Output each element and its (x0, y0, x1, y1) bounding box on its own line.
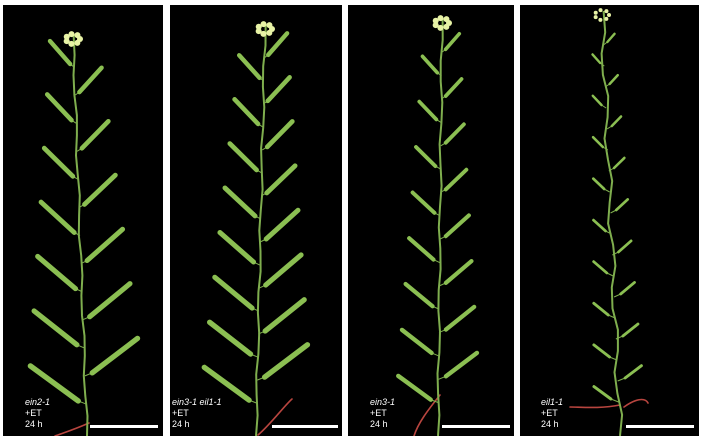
panel-a-label: ein2-1 +ET 24 h (25, 397, 50, 430)
plant-image-c (396, 15, 480, 436)
plant-image-d (569, 8, 649, 436)
panel-d: eil1-1 +ET 24 h (520, 5, 699, 436)
scale-bar-c (442, 425, 510, 428)
panel-b-label: ein3-1 eil1-1 +ET 24 h (172, 397, 222, 430)
genotype-label-b: ein3-1 eil1-1 (172, 397, 222, 407)
treatment-label-a: +ET (25, 408, 42, 418)
scale-bar-b (272, 425, 338, 428)
treatment-label-d: +ET (541, 408, 558, 418)
panel-d-label: eil1-1 +ET 24 h (541, 397, 563, 430)
panel-c-label: ein3-1 +ET 24 h (370, 397, 395, 430)
treatment-label-c: +ET (370, 408, 387, 418)
scale-bar-d (626, 425, 694, 428)
time-label-d: 24 h (541, 419, 559, 429)
treatment-label-b: +ET (172, 408, 189, 418)
plant-image-b (201, 21, 311, 436)
time-label-a: 24 h (25, 419, 43, 429)
panel-b: ein3-1 eil1-1 +ET 24 h (170, 5, 342, 436)
plant-image-a (27, 31, 141, 436)
panel-a: ein2-1 +ET 24 h (3, 5, 163, 436)
time-label-c: 24 h (370, 419, 388, 429)
genotype-label-c: ein3-1 (370, 397, 396, 407)
panel-c: ein3-1 +ET 24 h (348, 5, 514, 436)
scale-bar-a (90, 425, 158, 428)
genotype-label-a: ein2-1 (25, 397, 51, 407)
genotype-label-d: eil1-1 (541, 397, 564, 407)
time-label-b: 24 h (172, 419, 190, 429)
